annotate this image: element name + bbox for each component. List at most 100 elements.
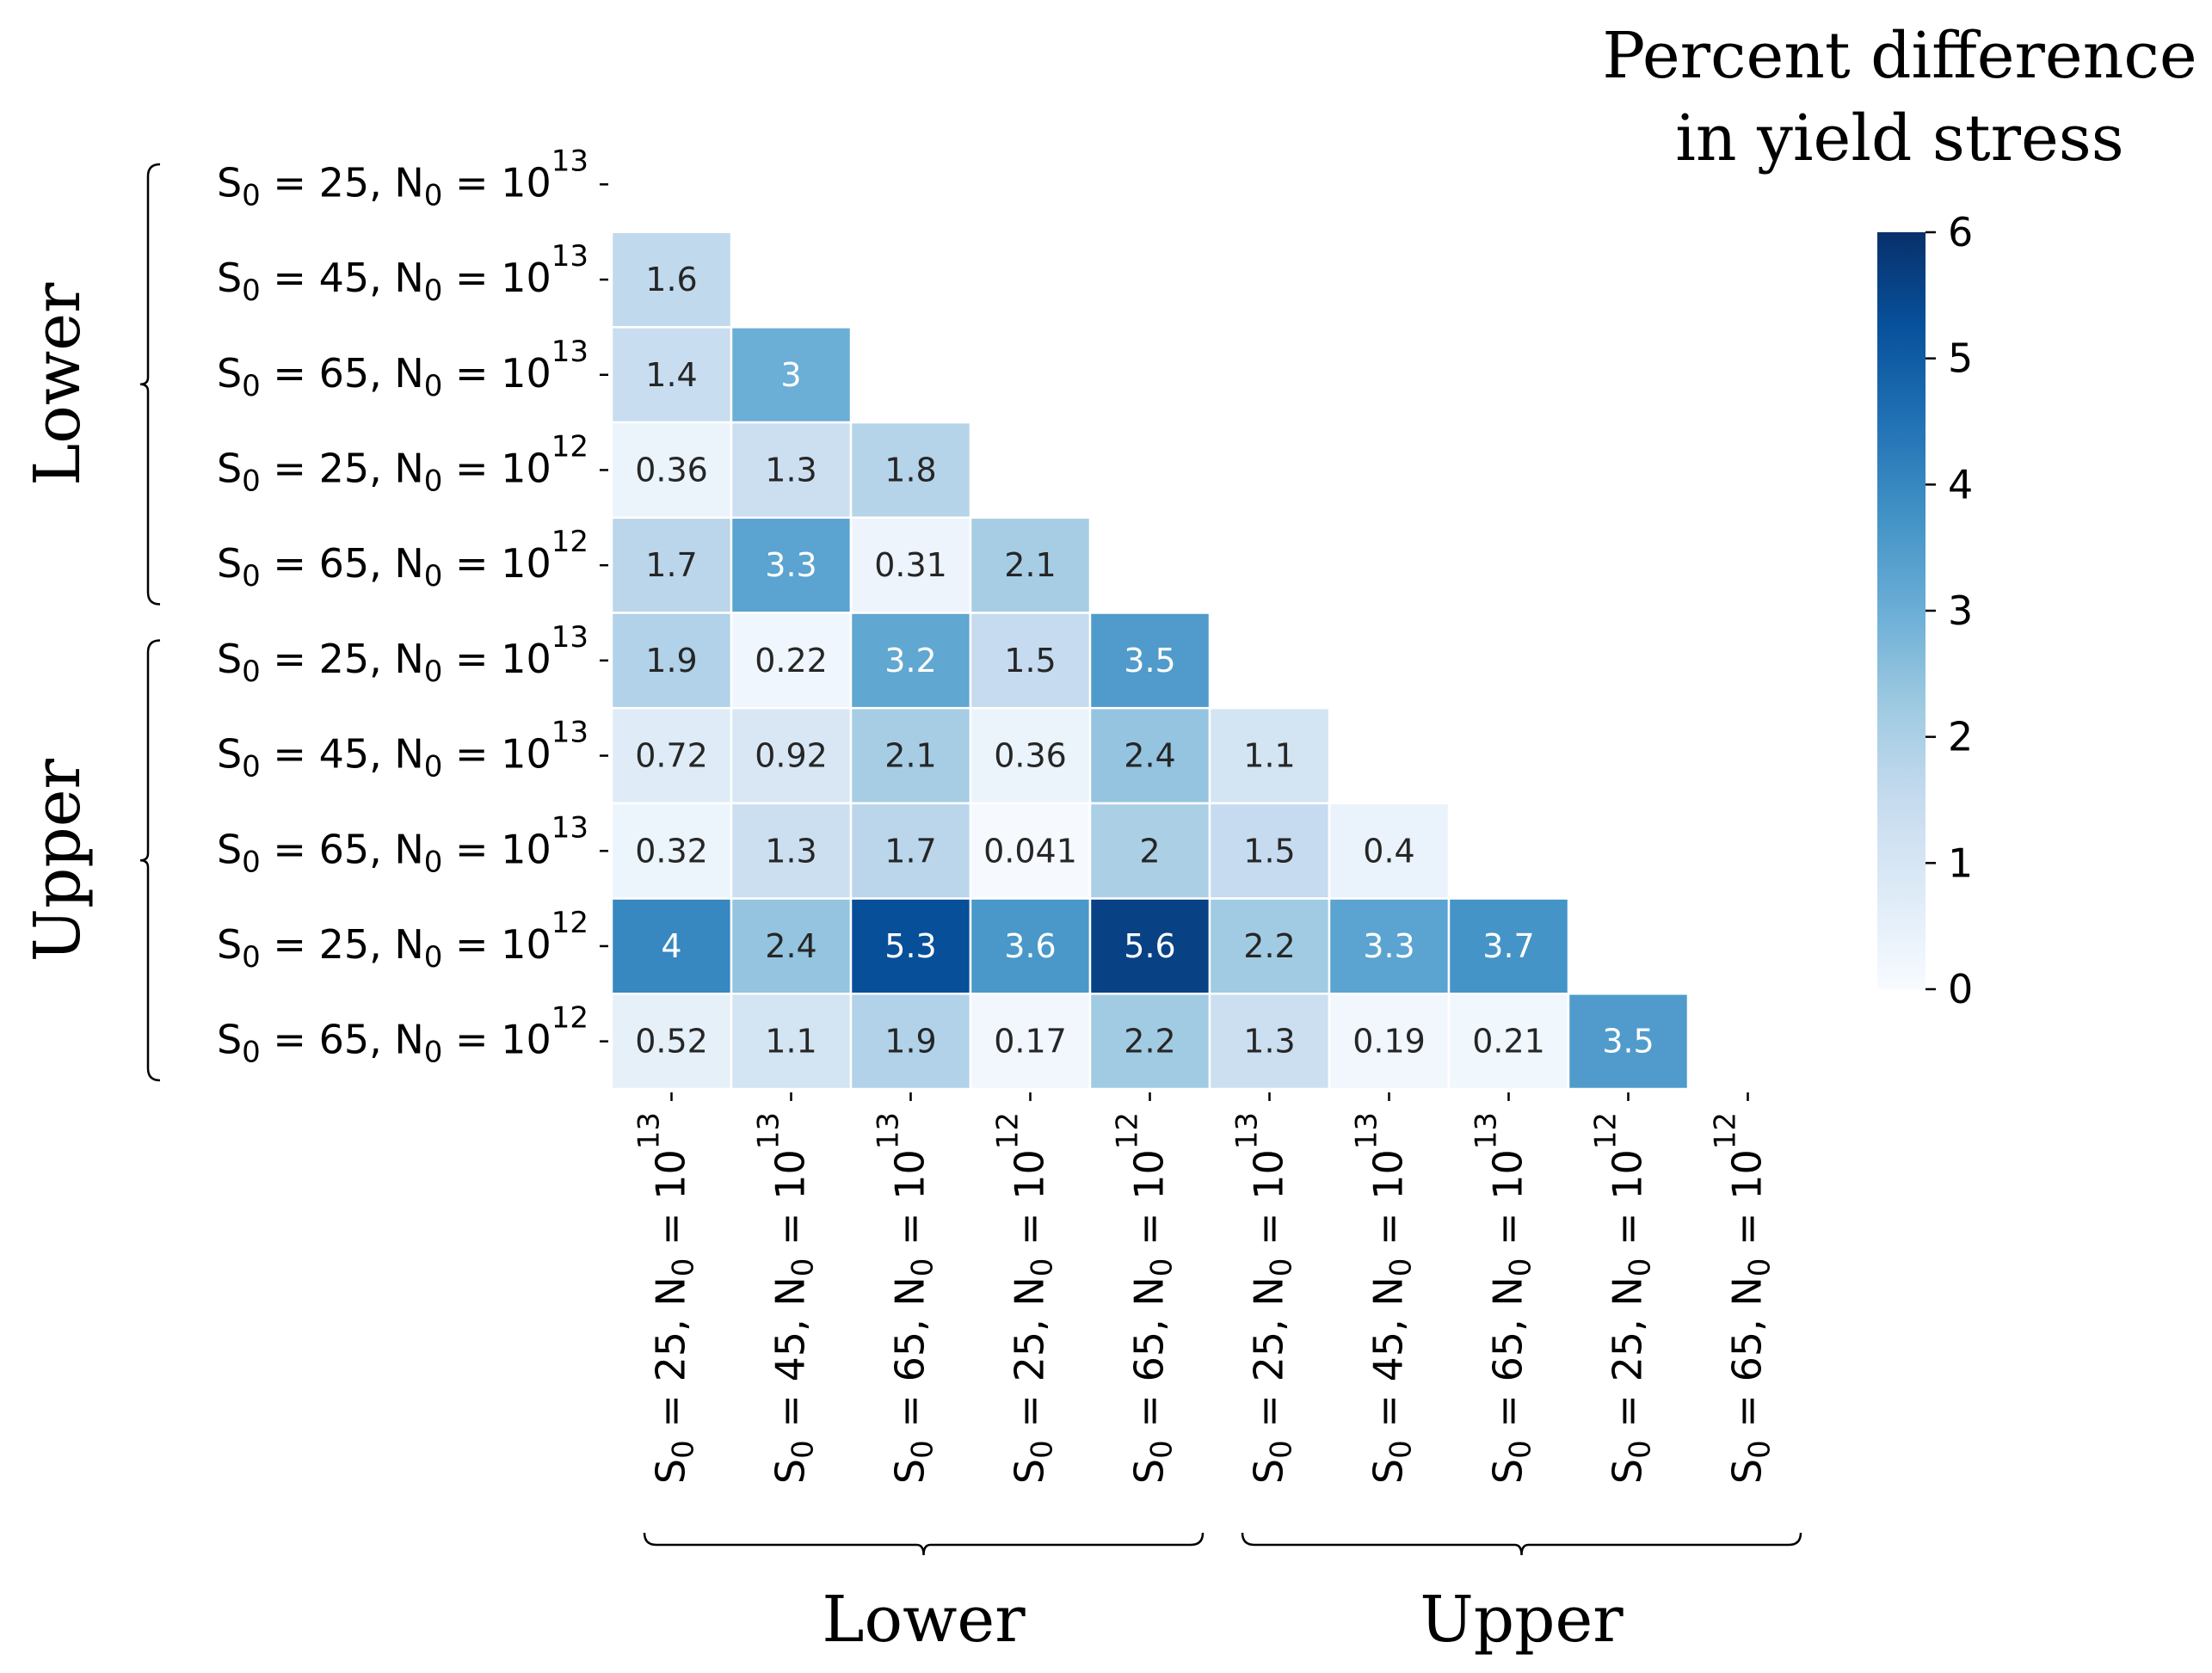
cell-value-label: 2.2: [1124, 1023, 1175, 1061]
cell-value-label: 2.4: [1124, 737, 1175, 775]
row-label: S0 = 25, N0 = 1013: [217, 620, 588, 689]
column-label: S0 = 25, N0 = 1012: [1589, 1112, 1658, 1484]
heatmap-cell: [1088, 993, 1211, 1091]
cell-value-label: 0.22: [755, 642, 828, 680]
column-group-brace: [1241, 1532, 1802, 1556]
row-label: S0 = 45, N0 = 1013: [217, 716, 588, 784]
row-label: S0 = 65, N0 = 1012: [217, 525, 588, 594]
column-group-label: Lower: [822, 1583, 1026, 1657]
column-group-label: Upper: [1420, 1583, 1624, 1657]
cell-value-label: 0.31: [874, 546, 947, 584]
cell-value-label: 0.19: [1352, 1023, 1426, 1061]
heatmap-cell: [1328, 802, 1451, 900]
cell-value-label: 0.17: [994, 1023, 1067, 1061]
heatmap-cell: [730, 612, 853, 710]
heatmap-cell: [610, 706, 733, 805]
heatmap-cell: [1447, 897, 1570, 995]
cell-value-label: 0.52: [635, 1023, 708, 1061]
colorbar-gradient: [1877, 232, 1925, 989]
cell-value-label: 2.4: [765, 927, 816, 965]
row-label: S0 = 25, N0 = 1012: [217, 906, 588, 975]
cell-value-label: 0.4: [1363, 832, 1414, 870]
cell-value-label: 1.1: [1243, 737, 1295, 775]
row-group-brace: [139, 639, 161, 1082]
heatmap-cell: [969, 993, 1092, 1091]
column-group-brackets: Lower Upper: [643, 1532, 1802, 1657]
cell-value-label: 0.21: [1472, 1023, 1545, 1061]
colorbar: 0 1 2 3 4 5 6: [1877, 209, 1973, 1012]
cell-value-label: 3.7: [1482, 927, 1534, 965]
heatmap-cell: [610, 231, 733, 329]
colorbar-title-line-1: Percent difference: [1602, 19, 2197, 93]
cell-value-label: 2.1: [884, 737, 936, 775]
cell-value-label: 1.3: [1243, 1023, 1295, 1061]
colorbar-ticks: 0 1 2 3 4 5 6: [1925, 209, 1973, 1012]
colorbar-tick-label: 4: [1948, 461, 1973, 507]
heatmap-cell: [610, 897, 733, 995]
column-label: S0 = 25, N0 = 1013: [632, 1112, 701, 1484]
heatmap-cell: [730, 993, 853, 1091]
row-group-brace: [139, 163, 161, 606]
colorbar-tick-label: 1: [1948, 840, 1973, 886]
row-label: S0 = 65, N0 = 1013: [217, 335, 588, 403]
column-label: S0 = 65, N0 = 1012: [1709, 1112, 1778, 1484]
column-label: S0 = 65, N0 = 1012: [1111, 1112, 1180, 1484]
cell-value-label: 3.3: [765, 546, 816, 584]
cell-value-label: 1.3: [765, 832, 816, 870]
cell-value-label: 1.4: [645, 356, 697, 394]
colorbar-tick-label: 0: [1948, 966, 1973, 1012]
row-label: S0 = 65, N0 = 1013: [217, 810, 588, 879]
cell-value-label: 5.6: [1124, 927, 1175, 965]
heatmap-cell: [610, 326, 733, 424]
cell-value-label: 0.72: [635, 737, 708, 775]
cell-value-label: 4: [661, 927, 681, 965]
heatmap-cell: [610, 993, 733, 1091]
heatmap-cell: [1208, 802, 1331, 900]
colorbar-tick-label: 6: [1948, 209, 1973, 255]
cell-value-label: 0.36: [635, 451, 708, 489]
heatmap-cell: [849, 421, 972, 520]
row-labels: S0 = 25, N0 = 1013 S0 = 45, N0 = 1013 S0 =…: [217, 144, 608, 1070]
cell-value-label: 1.7: [645, 546, 697, 584]
column-label: S0 = 65, N0 = 1013: [872, 1112, 940, 1484]
heatmap-cell: [730, 326, 853, 424]
column-label: S0 = 25, N0 = 1012: [991, 1112, 1060, 1484]
heatmap-cells: 1.6 1.4 3 0.36 1.3 1.8 1.7 3.3 0.31 2.1 1.9 0.22 3.2…: [610, 231, 1690, 1091]
cell-value-label: 1.9: [884, 1023, 936, 1061]
heatmap-cell: [969, 612, 1092, 710]
cell-value-label: 1.3: [765, 451, 816, 489]
cell-value-label: 0.36: [994, 737, 1067, 775]
cell-value-label: 0.32: [635, 832, 708, 870]
heatmap-cell: [969, 706, 1092, 805]
row-label: S0 = 65, N0 = 1012: [217, 1001, 588, 1070]
heatmap-cell: [1328, 993, 1451, 1091]
cell-value-label: 1.1: [765, 1023, 816, 1061]
heatmap-cell: [730, 516, 853, 614]
row-group-label: Lower: [21, 282, 95, 486]
colorbar-tick-label: 3: [1948, 587, 1973, 634]
cell-value-label: 3.5: [1124, 642, 1175, 680]
heatmap-cell: [849, 706, 972, 805]
column-label: S0 = 45, N0 = 1013: [1350, 1112, 1419, 1484]
cell-value-label: 1.5: [1004, 642, 1056, 680]
colorbar-title-line-2: in yield stress: [1675, 101, 2124, 175]
row-label: S0 = 25, N0 = 1013: [217, 144, 588, 212]
heatmap-cell: [1567, 993, 1690, 1091]
heatmap-cell: [849, 993, 972, 1091]
cell-value-label: 0.041: [983, 832, 1077, 870]
row-group-label: Upper: [21, 758, 95, 962]
cell-value-label: 3.2: [884, 642, 936, 680]
cell-value-label: 1.8: [884, 451, 936, 489]
cell-value-label: 1.5: [1243, 832, 1295, 870]
heatmap-cell: [1208, 993, 1331, 1091]
column-group-brace: [643, 1532, 1205, 1556]
heatmap-cell: [730, 706, 853, 805]
column-label: S0 = 45, N0 = 1013: [752, 1112, 821, 1484]
heatmap-cell: [610, 802, 733, 900]
cell-value-label: 5.3: [884, 927, 936, 965]
colorbar-tick-label: 5: [1948, 335, 1973, 382]
heatmap-cell: [730, 802, 853, 900]
cell-value-label: 2.1: [1004, 546, 1056, 584]
heatmap-cell: [849, 897, 972, 995]
cell-value-label: 2.2: [1243, 927, 1295, 965]
